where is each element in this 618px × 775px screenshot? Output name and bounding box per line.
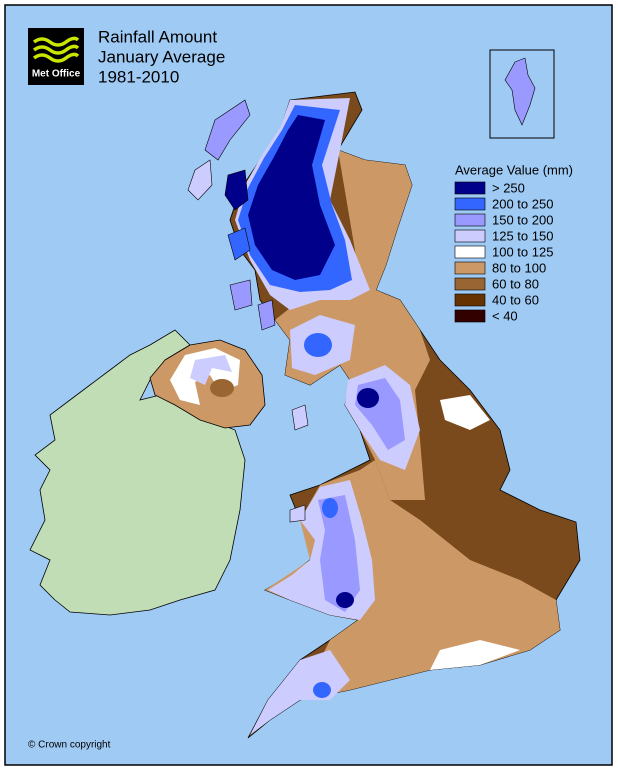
island <box>229 279 253 311</box>
legend-swatch <box>454 309 486 323</box>
copyright: © Crown copyright <box>28 740 111 751</box>
rain-area <box>430 640 520 670</box>
shetland <box>504 57 536 126</box>
title-line: January Average <box>98 47 225 66</box>
legend-label: 80 to 100 <box>492 260 546 275</box>
isle-of-man <box>291 404 309 431</box>
legend-label: > 250 <box>492 180 525 195</box>
rain-area <box>248 115 335 280</box>
rain-area <box>250 650 350 735</box>
legend-swatch <box>454 261 486 275</box>
legend-label: 125 to 150 <box>492 228 553 243</box>
legend-label: 60 to 80 <box>492 276 539 291</box>
rain-area <box>440 395 490 430</box>
lough-neagh <box>210 379 234 397</box>
legend-swatch <box>454 245 486 259</box>
legend-swatch <box>454 229 486 243</box>
legend-swatch <box>454 277 486 291</box>
rain-area <box>357 388 379 408</box>
legend-label: 100 to 125 <box>492 244 553 259</box>
island <box>224 169 249 211</box>
legend-label: 150 to 200 <box>492 212 553 227</box>
island <box>204 99 251 161</box>
island <box>187 159 213 201</box>
logo-text: Met Office <box>32 69 81 80</box>
title-line: Rainfall Amount <box>98 27 217 46</box>
rain-area <box>322 498 338 518</box>
legend-swatch <box>454 197 486 211</box>
legend-label: < 40 <box>492 308 518 323</box>
inset-frame <box>489 49 555 139</box>
legend-swatch <box>454 293 486 307</box>
island <box>257 299 276 331</box>
ireland <box>29 329 246 616</box>
rain-area <box>190 355 232 385</box>
legend-title: Average Value (mm) <box>455 162 573 177</box>
legend-swatch <box>454 213 486 227</box>
rain-area <box>318 495 360 612</box>
legend-swatch <box>454 181 486 195</box>
rain-area <box>304 333 332 357</box>
rain-area <box>313 682 331 698</box>
anglesey <box>289 504 306 523</box>
logo-waves <box>32 36 80 63</box>
title-line: 1981-2010 <box>98 67 179 86</box>
legend-label: 40 to 60 <box>492 292 539 307</box>
rain-area <box>336 592 354 608</box>
legend-label: 200 to 250 <box>492 196 553 211</box>
island <box>227 227 251 261</box>
